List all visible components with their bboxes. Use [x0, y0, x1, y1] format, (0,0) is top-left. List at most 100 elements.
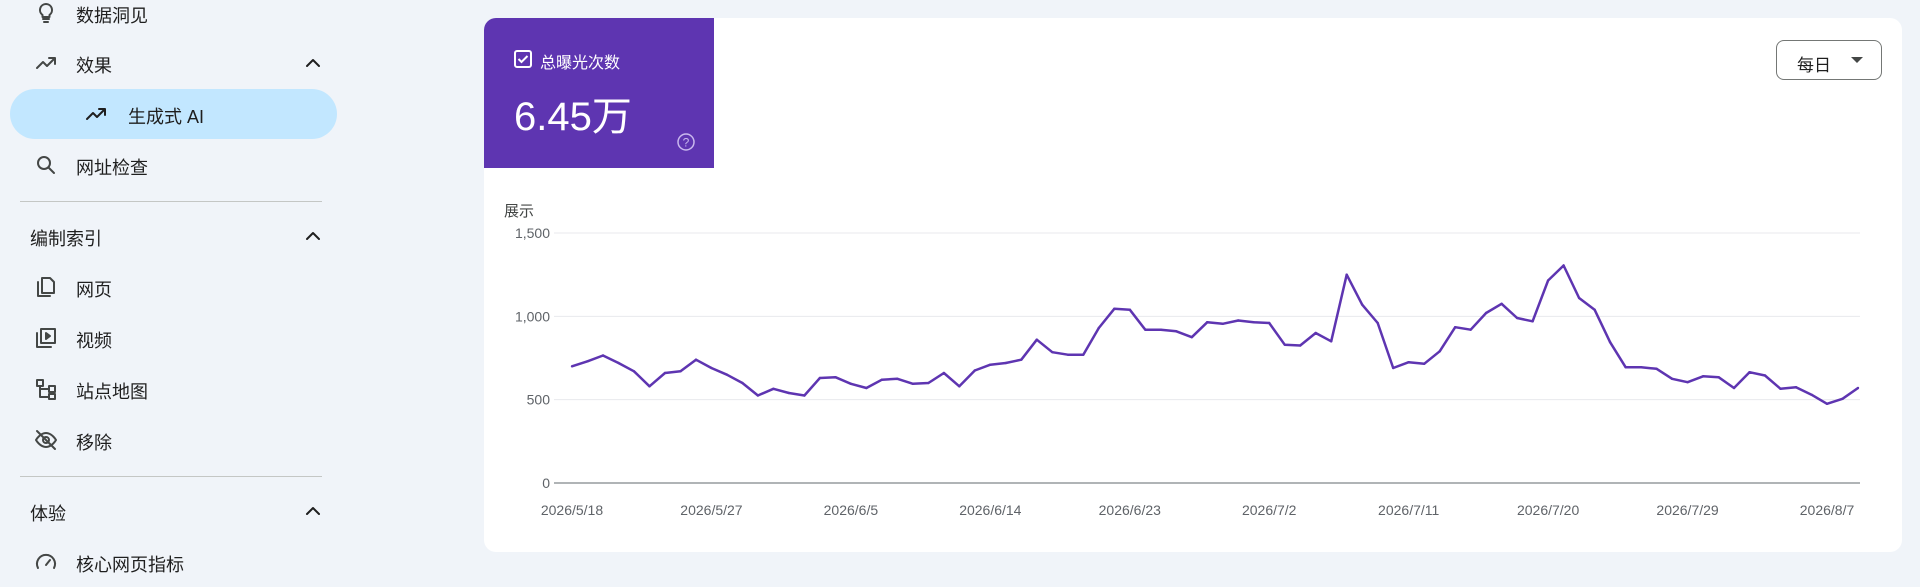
x-tick-label: 2026/7/2	[1242, 502, 1297, 518]
data-point	[1546, 279, 1550, 282]
checkbox-checked-icon[interactable]	[514, 50, 532, 68]
nav-item-insights[interactable]: 数据洞见	[10, 0, 337, 38]
nav-item-generative-ai[interactable]: 生成式 AI	[10, 89, 337, 139]
data-point	[1252, 320, 1255, 324]
speed-icon	[36, 553, 56, 569]
data-point	[1330, 340, 1333, 343]
data-point	[1190, 335, 1193, 339]
nav-item-videos[interactable]: 视频	[10, 313, 337, 363]
x-tick-label: 2026/7/29	[1656, 502, 1718, 518]
x-tick-label: 2026/6/23	[1099, 502, 1161, 518]
data-point	[1670, 377, 1674, 381]
data-point	[1701, 375, 1705, 378]
grid-lines	[554, 232, 1860, 484]
section-label: 编制索引	[30, 229, 102, 249]
x-tick-label: 2026/5/27	[680, 502, 742, 518]
sitemap-icon	[36, 379, 56, 400]
data-point	[1438, 350, 1441, 353]
nav-item-removals[interactable]: 移除	[10, 415, 337, 465]
nav-item-url-inspection[interactable]: 网址检查	[10, 140, 337, 190]
data-point	[1484, 311, 1488, 315]
x-tick-label: 2026/6/5	[824, 502, 879, 518]
lightbulb-icon	[38, 2, 54, 23]
frequency-dropdown[interactable]: 每日	[1776, 40, 1882, 80]
nav-item-label: 网址检查	[76, 158, 148, 178]
nav-item-pages[interactable]: 网页	[10, 262, 337, 312]
data-point	[989, 363, 992, 366]
chevron-up-icon[interactable]	[301, 51, 325, 75]
data-point	[1082, 353, 1085, 356]
data-point	[570, 365, 574, 368]
chevron-up-icon[interactable]	[301, 224, 325, 248]
data-point	[756, 394, 760, 397]
data-point	[1097, 326, 1100, 330]
data-point	[694, 358, 698, 361]
trending-up-icon	[86, 108, 106, 120]
data-point	[1268, 321, 1271, 325]
nav-item-label: 移除	[76, 433, 112, 453]
data-point	[601, 354, 605, 357]
data-point	[803, 394, 806, 397]
metric-total-impressions[interactable]: 总曝光次数 6.45万 ?	[484, 18, 714, 168]
x-tick-label: 2026/5/18	[541, 502, 603, 518]
data-point	[586, 360, 589, 363]
data-point	[648, 385, 651, 388]
y-tick-label: 0	[542, 475, 550, 491]
x-tick-label: 2026/7/11	[1378, 502, 1439, 518]
data-point	[725, 373, 729, 376]
x-tick-label: 2026/6/14	[959, 502, 1021, 518]
chevron-up-icon[interactable]	[301, 499, 325, 523]
data-point	[1004, 361, 1008, 365]
data-point	[787, 391, 791, 395]
data-point	[818, 376, 822, 380]
data-point	[942, 371, 946, 375]
data-point	[1748, 370, 1751, 374]
pages-icon	[37, 277, 55, 297]
data-point	[1686, 380, 1689, 384]
data-point	[1500, 302, 1503, 306]
x-tick-labels: 2026/5/18 2026/5/27 2026/6/5 2026/6/14 2026/…	[541, 502, 1855, 518]
video-icon	[36, 328, 56, 348]
section-experience[interactable]: 体验	[10, 486, 337, 536]
y-tick-labels: 0 500 1,000 1,500	[515, 225, 550, 491]
data-point	[1283, 343, 1286, 346]
data-point	[710, 366, 713, 370]
svg-text:?: ?	[683, 136, 690, 150]
data-point	[1779, 387, 1782, 391]
nav-item-sitemaps[interactable]: 站点地图	[10, 364, 337, 414]
nav-item-label: 数据洞见	[76, 6, 148, 26]
data-point	[632, 370, 636, 373]
data-point	[1360, 303, 1364, 306]
help-icon[interactable]: ?	[676, 132, 696, 152]
data-point	[1376, 321, 1379, 325]
data-point	[1562, 264, 1565, 267]
data-point	[958, 385, 961, 388]
nav-item-core-web-vitals[interactable]: 核心网页指标	[10, 537, 337, 587]
data-point	[1531, 320, 1534, 323]
nav-item-performance[interactable]: 效果	[10, 38, 337, 88]
data-point	[679, 370, 682, 373]
series-line	[571, 264, 1859, 406]
trending-up-icon	[36, 57, 56, 69]
data-point	[1407, 360, 1410, 364]
data-point	[880, 378, 884, 381]
data-point	[1608, 340, 1612, 344]
dropdown-arrow-icon	[1851, 57, 1863, 63]
data-point	[1206, 320, 1209, 324]
data-point	[1810, 393, 1813, 396]
data-point	[663, 371, 667, 375]
data-point	[1051, 350, 1054, 354]
nav-item-label: 网页	[76, 280, 112, 300]
data-point	[1639, 365, 1643, 369]
data-point	[927, 381, 930, 385]
y-axis-label: 展示	[504, 203, 534, 220]
data-point	[1624, 365, 1627, 369]
data-point	[1299, 344, 1302, 347]
section-indexing[interactable]: 编制索引	[10, 211, 337, 261]
data-point	[1717, 375, 1720, 379]
data-point	[849, 382, 853, 386]
divider	[20, 476, 322, 477]
sidebar: 数据洞见 效果 生成式 AI 网址检查 编制索引 网页	[0, 0, 345, 575]
data-point	[1066, 353, 1070, 356]
data-point	[1159, 328, 1162, 331]
